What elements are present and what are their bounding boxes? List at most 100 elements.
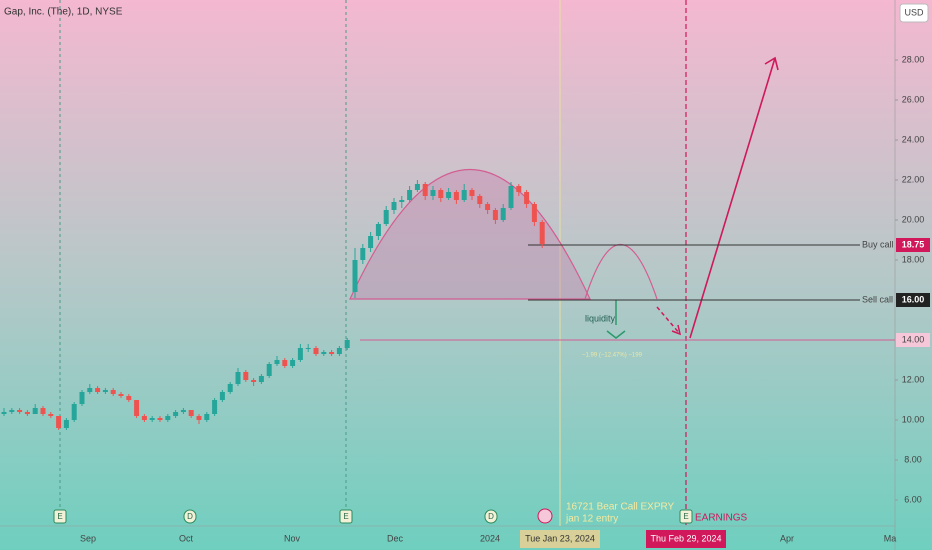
candle-body [438,190,444,198]
y-tick-label: 24.00 [902,134,925,144]
candle-body [110,390,116,394]
x-tick-label: Nov [284,533,301,543]
candle-body [305,348,311,349]
candle-body [141,416,147,420]
event-icon[interactable] [183,509,197,524]
candle-body [32,408,38,414]
annotation: liquidity [585,313,616,323]
up-arrow [689,57,776,339]
candle-body [63,420,69,428]
candle-body [274,360,280,364]
candle-body [24,412,30,414]
event-icon[interactable] [339,509,353,524]
candle-body [531,204,537,222]
candle-body [71,404,77,420]
level-label: 16.00 [902,294,925,304]
annotation: −1.99 (−12.47%) −199 [582,353,643,359]
candle-body [266,364,272,376]
candle-body [118,394,124,396]
target-label-box [896,333,930,347]
level-name: Sell call [862,294,893,304]
date-label: Tue Jan 23, 2024 [525,533,595,543]
currency-box[interactable] [899,3,929,23]
annotation: jan 12 entry [565,514,618,525]
candle-body [391,202,397,210]
candle-body [17,410,23,412]
level-label: 18.75 [902,239,925,249]
candle-body [87,388,93,392]
y-tick-label: 22.00 [902,174,925,184]
y-tick-label: 10.00 [902,414,925,424]
candle-body [375,224,381,236]
event-label: D [488,512,494,521]
candle-body [40,408,46,414]
candle-body [204,414,210,420]
candle-body [368,236,374,248]
down-arrow [656,306,681,335]
candle-body [508,186,514,208]
x-tick-label: Sep [80,533,96,543]
candle-body [516,186,522,192]
candle-body [126,396,132,400]
candle-body [79,392,85,404]
candle-body [251,380,257,382]
y-tick-label: 6.00 [904,494,922,504]
event-icon[interactable] [484,509,498,524]
candle-body [336,348,342,354]
candle-body [165,416,171,420]
candle-body [524,192,530,204]
candle-body [352,260,358,292]
candle-body [95,388,101,392]
y-tick-label: 8.00 [904,454,922,464]
target-label: 14.00 [902,334,925,344]
candle-body [539,222,545,244]
event-icon[interactable] [679,509,693,524]
candle-body [9,410,15,412]
candle-body [485,204,491,210]
candle-body [102,390,108,392]
candle-body [282,360,288,366]
x-tick-label: Apr [780,533,794,543]
candle-body [446,192,452,198]
candle-body [196,416,202,420]
candle-body [173,412,179,416]
candle-body [500,208,506,220]
event-icon[interactable] [537,508,553,524]
candle-body [219,392,225,400]
x-tick-label: Dec [387,533,404,543]
candle-body [48,414,54,416]
candle-body [149,418,155,420]
candle-body [180,410,186,412]
candle-body [399,200,405,202]
y-tick-label: 26.00 [902,94,925,104]
candle-body [360,248,366,260]
candle-body [313,348,319,354]
candle-body [290,360,296,366]
annotation: 16721 Bear Call EXPRY [566,502,675,513]
y-tick-label: 18.00 [902,254,925,264]
y-tick-label: 12.00 [902,374,925,384]
event-label: E [683,512,688,521]
candle-body [344,340,350,348]
candle-body [477,196,483,204]
date-label-box [520,530,600,548]
y-tick-label: 28.00 [902,54,925,64]
candle-body [157,418,163,420]
down-arrow-head [671,324,682,336]
candle-body [212,400,218,414]
event-icon[interactable] [53,509,67,524]
event-label: D [187,512,193,521]
candle-body [469,190,475,196]
candle-body [461,190,467,200]
date-label-box [646,530,726,548]
candle-body [297,348,303,360]
candle-body [407,190,413,200]
annotation: EARNINGS [695,513,748,524]
chart-title: Gap, Inc. (The), 1D, NYSE [4,7,123,18]
level-name: Buy call [862,239,894,249]
candle-body [329,352,335,354]
candle-body [422,184,428,196]
candle-body [430,190,436,196]
